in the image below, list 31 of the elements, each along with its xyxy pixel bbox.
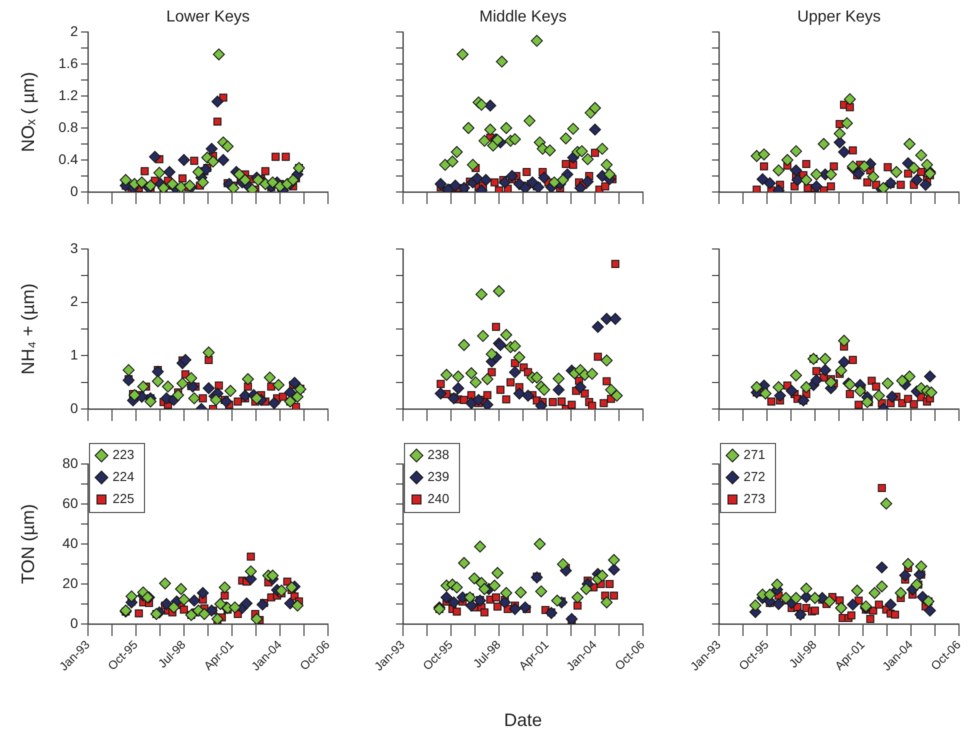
legend-label: 240 — [428, 491, 450, 506]
legend-label: 223 — [112, 447, 134, 462]
y-tick-label: 60 — [62, 494, 78, 511]
y-tick-label: 2 — [70, 22, 78, 39]
y-axis-title: NH₄ + (µm) — [18, 283, 38, 375]
y-tick-label: 20 — [62, 574, 78, 591]
y-axis-title: NOₓ ( µm) — [18, 72, 38, 152]
y-tick-label: 0 — [70, 614, 78, 631]
y-axis-title: TON (µm) — [18, 504, 38, 584]
y-tick-label: 40 — [62, 534, 78, 551]
y-tick-label: 0.8 — [58, 118, 78, 135]
legend-label: 271 — [744, 447, 766, 462]
legend-label: 238 — [428, 447, 450, 462]
chart-title: Lower Keys — [166, 8, 250, 26]
legend-label: 225 — [112, 491, 134, 506]
legend-label: 224 — [112, 469, 134, 484]
y-tick-label: 1 — [70, 346, 78, 363]
y-tick-label: 0 — [70, 182, 78, 199]
legend-label: 273 — [744, 491, 766, 506]
chart-title: Middle Keys — [479, 8, 567, 26]
y-tick-label: 0 — [70, 400, 78, 416]
legend-label: 272 — [744, 469, 766, 484]
legend-label: 239 — [428, 469, 450, 484]
y-tick-label: 1.6 — [58, 54, 78, 71]
y-tick-label: 80 — [62, 454, 78, 471]
y-tick-label: 1.2 — [58, 86, 78, 103]
x-axis-title: Date — [504, 710, 542, 730]
y-tick-label: 2 — [70, 293, 78, 310]
chart-title: Upper Keys — [797, 8, 881, 26]
y-tick-label: 3 — [70, 240, 78, 256]
y-tick-label: 0.4 — [58, 150, 78, 167]
